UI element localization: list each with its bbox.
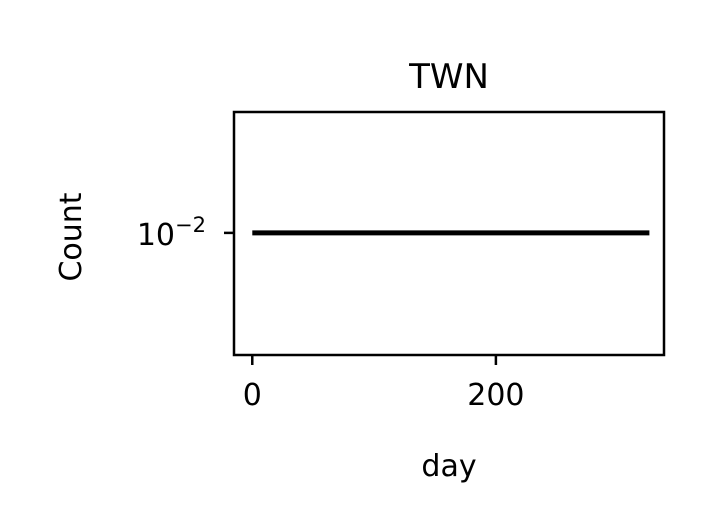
x-tick-label: 0 bbox=[243, 378, 262, 413]
x-tick-label: 200 bbox=[467, 378, 524, 413]
x-axis-label: day bbox=[421, 449, 476, 484]
ticks-layer: 0 200 10−2 bbox=[137, 213, 525, 413]
y-axis-label: Count bbox=[54, 192, 89, 281]
y-tick-label-exponent: −2 bbox=[175, 213, 206, 237]
y-tick-label: 10−2 bbox=[137, 213, 206, 253]
chart-title: TWN bbox=[408, 57, 489, 97]
y-tick-label-base: 10 bbox=[137, 218, 175, 253]
